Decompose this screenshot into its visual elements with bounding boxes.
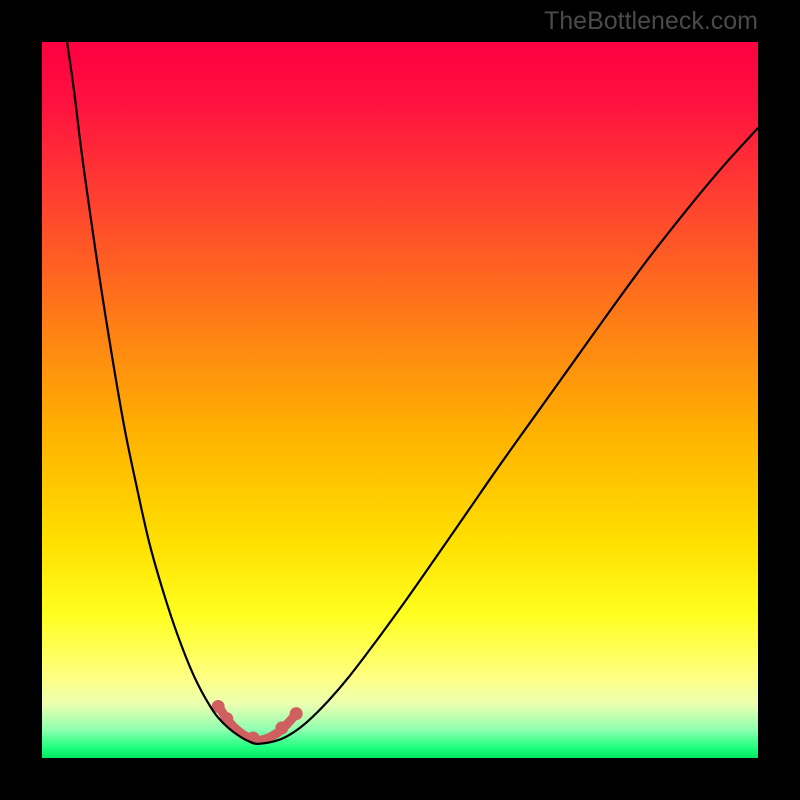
bottleneck-curve [67,42,758,744]
watermark-text: TheBottleneck.com [544,7,758,36]
curves-layer [42,42,758,758]
marker-dot [290,707,303,720]
plot-area [42,42,758,758]
marker-dot [275,721,288,734]
